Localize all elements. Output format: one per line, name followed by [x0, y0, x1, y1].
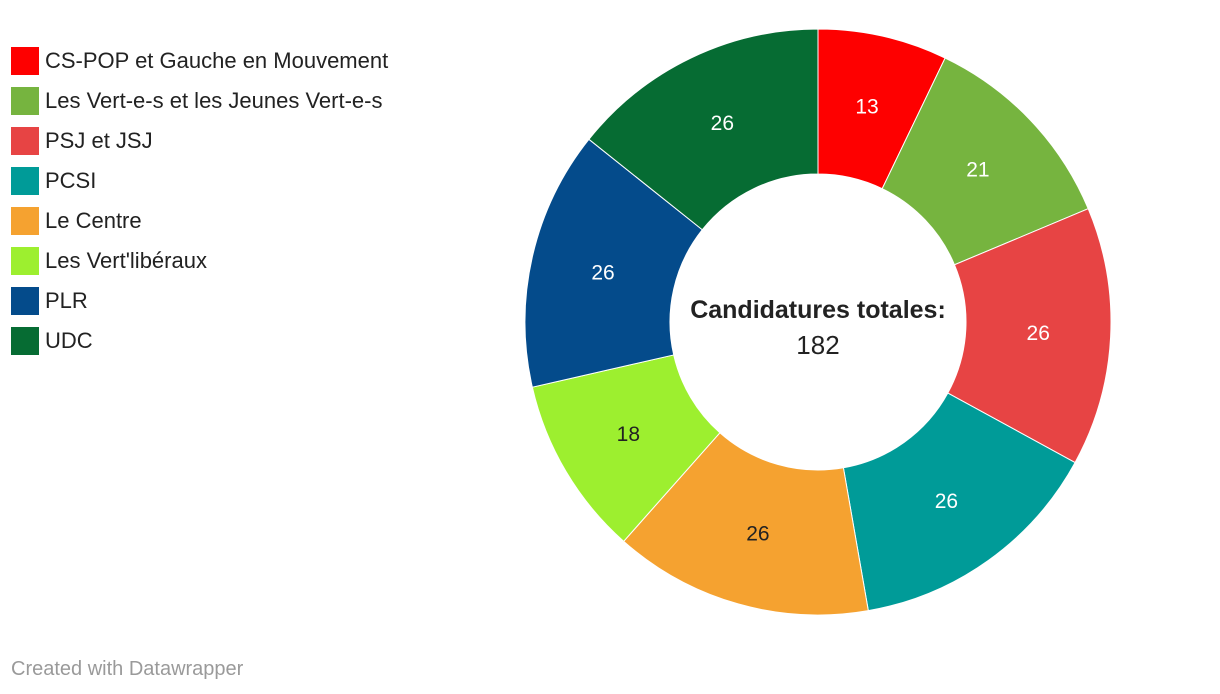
legend-item: Les Vert-e-s et les Jeunes Vert-e-s — [11, 81, 388, 121]
legend-swatch — [11, 87, 39, 115]
legend-label: Les Vert-e-s et les Jeunes Vert-e-s — [45, 88, 383, 113]
slice-value-label: 13 — [855, 96, 878, 119]
slice-value-label: 21 — [966, 159, 989, 182]
legend-label: UDC — [45, 328, 93, 353]
legend-swatch — [11, 167, 39, 195]
donut-slices — [524, 28, 1112, 616]
legend-item: PCSI — [11, 161, 388, 201]
donut-slice — [524, 138, 703, 388]
slice-value-label: 26 — [1027, 322, 1050, 345]
legend-item: Les Vert'libéraux — [11, 241, 388, 281]
slice-value-label: 26 — [711, 112, 734, 135]
legend-swatch — [11, 207, 39, 235]
slice-value-label: 26 — [935, 490, 958, 513]
center-total-value: 182 — [796, 330, 839, 360]
donut-slice — [947, 208, 1112, 464]
legend-label: CS-POP et Gauche en Mouvement — [45, 48, 389, 73]
donut-slice — [622, 432, 869, 616]
legend-swatch — [11, 247, 39, 275]
donut-slice — [588, 28, 819, 231]
legend-label: PCSI — [45, 168, 97, 193]
legend-label: Les Vert'libéraux — [45, 248, 207, 273]
legend-swatch — [11, 127, 39, 155]
legend-item: PSJ et JSJ — [11, 121, 388, 161]
legend-item: Le Centre — [11, 201, 388, 241]
slice-value-label: 18 — [617, 423, 640, 446]
slice-value-label: 26 — [746, 523, 769, 546]
slice-value-label: 26 — [591, 261, 614, 284]
legend-item: UDC — [11, 321, 388, 361]
legend-swatch — [11, 327, 39, 355]
legend-swatch — [11, 287, 39, 315]
legend-label: PLR — [45, 288, 88, 313]
datawrapper-credit: Created with Datawrapper — [11, 658, 244, 680]
center-title: Candidatures totales: — [690, 296, 946, 324]
chart-legend: CS-POP et Gauche en Mouvement Les Vert-e-… — [11, 41, 388, 361]
legend-swatch — [11, 47, 39, 75]
legend-item: PLR — [11, 281, 388, 321]
legend-label: PSJ et JSJ — [45, 128, 153, 153]
legend-item: CS-POP et Gauche en Mouvement — [11, 41, 388, 81]
donut-slice-labels: 13 21 26 26 26 18 26 26 — [591, 96, 1050, 546]
legend-label: Le Centre — [45, 208, 142, 233]
donut-slice — [842, 392, 1076, 612]
